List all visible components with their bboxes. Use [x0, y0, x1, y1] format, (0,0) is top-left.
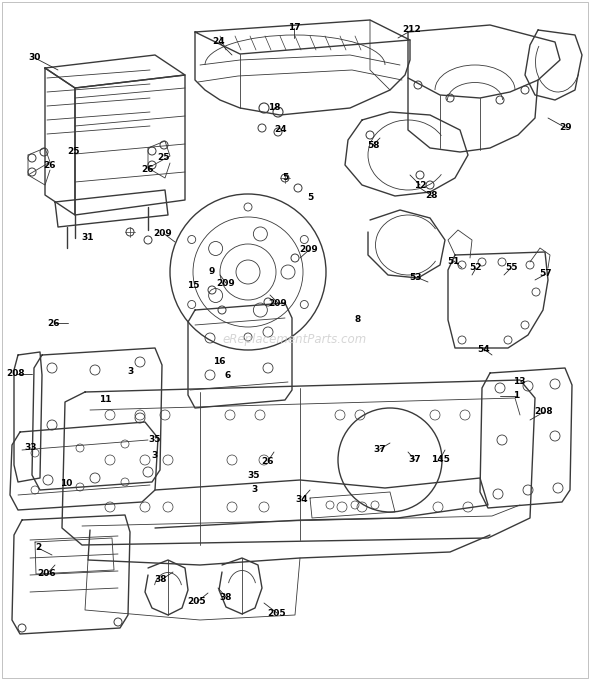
Text: 6: 6 [225, 371, 231, 379]
Text: 25: 25 [157, 152, 169, 162]
Text: 8: 8 [355, 316, 361, 324]
Text: 5: 5 [307, 192, 313, 201]
Text: 209: 209 [268, 299, 287, 307]
Text: 51: 51 [448, 256, 460, 265]
Text: 30: 30 [29, 54, 41, 63]
Text: 33: 33 [25, 443, 37, 452]
Text: 58: 58 [367, 141, 379, 150]
Text: 37: 37 [373, 445, 386, 454]
Text: 5: 5 [282, 173, 288, 182]
Text: 11: 11 [99, 396, 112, 405]
Text: 145: 145 [431, 454, 450, 464]
Text: 24: 24 [212, 37, 225, 46]
Text: 53: 53 [409, 273, 422, 282]
Text: 18: 18 [268, 103, 280, 112]
Text: 3: 3 [152, 452, 158, 460]
Text: 2: 2 [35, 543, 41, 552]
Text: 24: 24 [275, 126, 287, 135]
Text: eReplacementParts.com: eReplacementParts.com [223, 333, 367, 347]
Text: 208: 208 [535, 407, 553, 416]
Text: 54: 54 [478, 345, 490, 354]
Text: 13: 13 [513, 377, 525, 386]
Text: 212: 212 [402, 25, 421, 35]
Text: 10: 10 [60, 479, 72, 488]
Text: 26: 26 [48, 318, 60, 328]
Text: 28: 28 [426, 192, 438, 201]
Text: 25: 25 [67, 148, 79, 156]
Text: 26: 26 [44, 160, 56, 169]
Text: 205: 205 [268, 609, 286, 617]
Text: 26: 26 [141, 165, 153, 175]
Text: 17: 17 [288, 24, 300, 33]
Text: 38: 38 [219, 592, 232, 602]
Text: 31: 31 [82, 233, 94, 241]
Text: 52: 52 [470, 263, 482, 273]
Text: 209: 209 [217, 279, 235, 288]
Text: 38: 38 [155, 575, 167, 585]
Text: 35: 35 [149, 435, 161, 445]
Text: 16: 16 [213, 356, 225, 366]
Text: 9: 9 [209, 267, 215, 275]
Text: 205: 205 [188, 598, 206, 607]
Text: 29: 29 [560, 124, 572, 133]
Text: 3: 3 [127, 367, 133, 375]
Text: 26: 26 [262, 456, 274, 466]
Text: 37: 37 [409, 456, 421, 464]
Text: 55: 55 [505, 263, 517, 273]
Text: 206: 206 [38, 570, 56, 579]
Text: 57: 57 [540, 269, 552, 279]
Text: 3: 3 [251, 486, 257, 494]
Text: 208: 208 [6, 369, 25, 379]
Text: 1: 1 [513, 392, 519, 401]
Text: 209: 209 [300, 245, 319, 254]
Text: 209: 209 [153, 228, 172, 237]
Text: 34: 34 [296, 494, 309, 503]
Text: 15: 15 [187, 282, 199, 290]
Text: 35: 35 [248, 471, 260, 479]
Text: 12: 12 [414, 180, 426, 190]
